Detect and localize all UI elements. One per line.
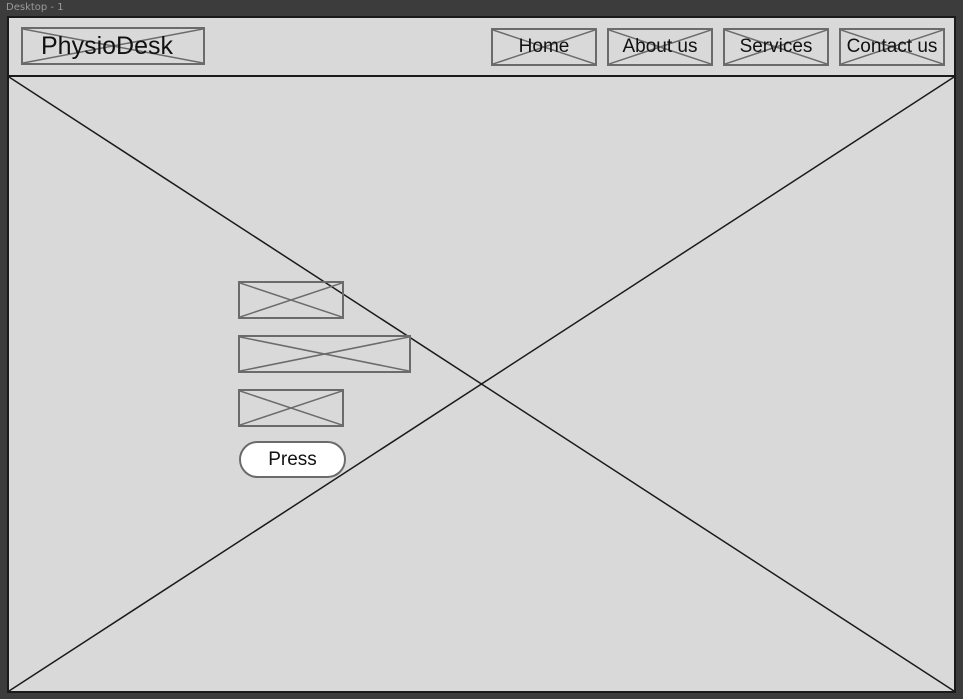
content-placeholder-2 bbox=[238, 335, 411, 373]
image-placeholder-icon bbox=[23, 29, 203, 63]
logo-text: PhysioDesk bbox=[41, 31, 173, 60]
nav-contact-us[interactable]: Contact us bbox=[839, 28, 945, 66]
content-placeholder-1 bbox=[238, 281, 344, 319]
image-placeholder-icon bbox=[841, 30, 943, 64]
nav-services-label: Services bbox=[739, 36, 813, 57]
content-placeholder-3 bbox=[238, 389, 344, 427]
press-button[interactable]: Press bbox=[239, 441, 346, 478]
image-placeholder-icon bbox=[240, 283, 342, 317]
nav-about-us[interactable]: About us bbox=[607, 28, 713, 66]
nav-contact-us-label: Contact us bbox=[846, 36, 938, 57]
image-placeholder-icon bbox=[725, 30, 827, 64]
image-placeholder-icon bbox=[240, 337, 409, 371]
image-placeholder-icon bbox=[609, 30, 711, 64]
image-placeholder-icon bbox=[240, 391, 342, 425]
nav-about-us-label: About us bbox=[622, 36, 698, 57]
frame-label: Desktop - 1 bbox=[6, 2, 64, 13]
header: PhysioDesk Home About us Services bbox=[9, 18, 954, 77]
nav-services[interactable]: Services bbox=[723, 28, 829, 66]
desktop-frame: PhysioDesk Home About us Services bbox=[7, 16, 956, 693]
nav-home-label: Home bbox=[518, 36, 570, 57]
logo-placeholder[interactable]: PhysioDesk bbox=[21, 27, 205, 65]
nav-home[interactable]: Home bbox=[491, 28, 597, 66]
image-placeholder-icon bbox=[493, 30, 595, 64]
hero-image-placeholder bbox=[9, 77, 954, 691]
